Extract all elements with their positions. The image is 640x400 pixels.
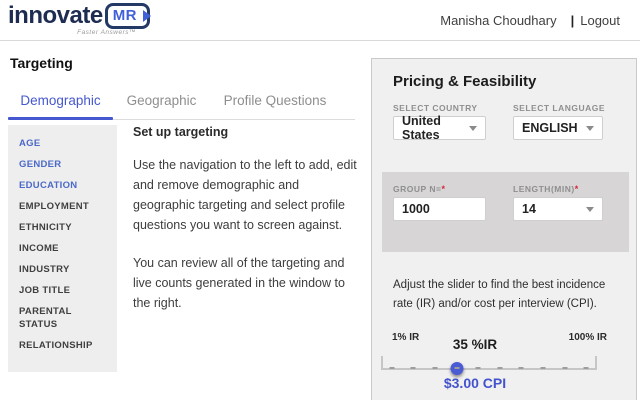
- main-heading: Set up targeting: [133, 125, 229, 139]
- main-paragraph-1: Use the navigation to the left to add, e…: [133, 158, 357, 232]
- chevron-down-icon: [586, 125, 594, 131]
- sidebar-item-job-title[interactable]: JOB TITLE: [19, 285, 71, 296]
- chevron-down-icon: [469, 125, 477, 131]
- slider-tick: [583, 367, 589, 369]
- length-min-label: LENGTH(MIN)*: [513, 184, 579, 194]
- brand-wordmark: innovate: [8, 2, 103, 29]
- group-n-label: GROUP N=*: [393, 184, 446, 194]
- brand-logo[interactable]: innovate MR Faster Answers™: [8, 2, 152, 36]
- group-settings-box: GROUP N=* LENGTH(MIN)* 14: [382, 172, 629, 252]
- sidebar-item-parental-status[interactable]: PARENTAL STATUS: [19, 306, 72, 330]
- ir-slider: [381, 354, 597, 375]
- sidebar-item-gender[interactable]: GENDER: [19, 159, 62, 170]
- sidebar-item-employment[interactable]: EMPLOYMENT: [19, 201, 90, 212]
- required-asterisk: *: [574, 184, 579, 194]
- pricing-feasibility-panel: Pricing & Feasibility SELECT COUNTRY SEL…: [371, 58, 637, 400]
- user-area: Manisha Choudhary | Logout: [440, 13, 620, 28]
- brand-tagline: Faster Answers™: [77, 29, 137, 36]
- brand-mr-text: MR: [112, 7, 138, 24]
- ir-current-value: 35 %IR: [452, 337, 498, 352]
- country-select[interactable]: United States: [393, 114, 486, 142]
- slider-tick: [475, 367, 481, 369]
- sidebar-item-industry[interactable]: INDUSTRY: [19, 264, 70, 275]
- slider-end-left: [381, 356, 383, 370]
- play-arrow-icon: [143, 10, 152, 22]
- active-tab-underline: [8, 117, 113, 120]
- app-header: innovate MR Faster Answers™ Manisha Chou…: [0, 0, 640, 41]
- cpi-value: $3.00 CPI: [443, 375, 507, 391]
- slider-tick: [562, 367, 568, 369]
- user-name: Manisha Choudhary: [440, 13, 557, 28]
- tab-profile-questions[interactable]: Profile Questions: [223, 93, 327, 108]
- tab-bar: Demographic Geographic Profile Questions: [8, 93, 340, 120]
- panel-title: Pricing & Feasibility: [393, 73, 537, 90]
- ir-slider-track[interactable]: [381, 368, 597, 370]
- sidebar-item-relationship[interactable]: RELATIONSHIP: [19, 340, 93, 351]
- main-content: Set up targeting Use the navigation to t…: [133, 125, 362, 331]
- chevron-down-icon: [586, 206, 594, 212]
- slider-help-text: Adjust the slider to find the best incid…: [393, 279, 606, 310]
- slider-tick: [540, 367, 546, 369]
- select-country-label: SELECT COUNTRY: [393, 103, 478, 113]
- slider-tick: [432, 367, 438, 369]
- tab-geographic[interactable]: Geographic: [126, 93, 197, 108]
- length-min-select[interactable]: 14: [513, 197, 603, 221]
- tab-divider: [8, 119, 355, 120]
- select-language-label: SELECT LANGUAGE: [513, 103, 606, 113]
- slider-tick: [454, 367, 460, 369]
- main-paragraph-2: You can review all of the targeting and …: [133, 256, 345, 310]
- slider-end-right: [595, 356, 597, 370]
- sidebar-item-ethnicity[interactable]: ETHNICITY: [19, 222, 72, 233]
- tab-demographic[interactable]: Demographic: [20, 93, 101, 108]
- sidebar-item-age[interactable]: AGE: [19, 138, 41, 149]
- required-asterisk: *: [441, 184, 446, 194]
- sidebar-item-education[interactable]: EDUCATION: [19, 180, 78, 191]
- ir-min-label: 1% IR: [392, 332, 420, 343]
- page-title: Targeting: [10, 55, 73, 71]
- slider-tick: [410, 367, 416, 369]
- logout-link[interactable]: Logout: [580, 13, 620, 28]
- ir-max-label: 100% IR: [568, 332, 607, 343]
- slider-tick: [389, 367, 395, 369]
- sidebar-item-income[interactable]: INCOME: [19, 243, 59, 254]
- slider-tick: [497, 367, 503, 369]
- brand-mr-badge: MR: [104, 3, 152, 29]
- separator: |: [570, 13, 575, 28]
- targeting-sidebar: AGE GENDER EDUCATION EMPLOYMENT ETHNICITY INC…: [8, 125, 117, 372]
- language-select[interactable]: ENGLISH: [513, 116, 603, 140]
- group-n-input[interactable]: [393, 197, 486, 221]
- slider-tick: [518, 367, 524, 369]
